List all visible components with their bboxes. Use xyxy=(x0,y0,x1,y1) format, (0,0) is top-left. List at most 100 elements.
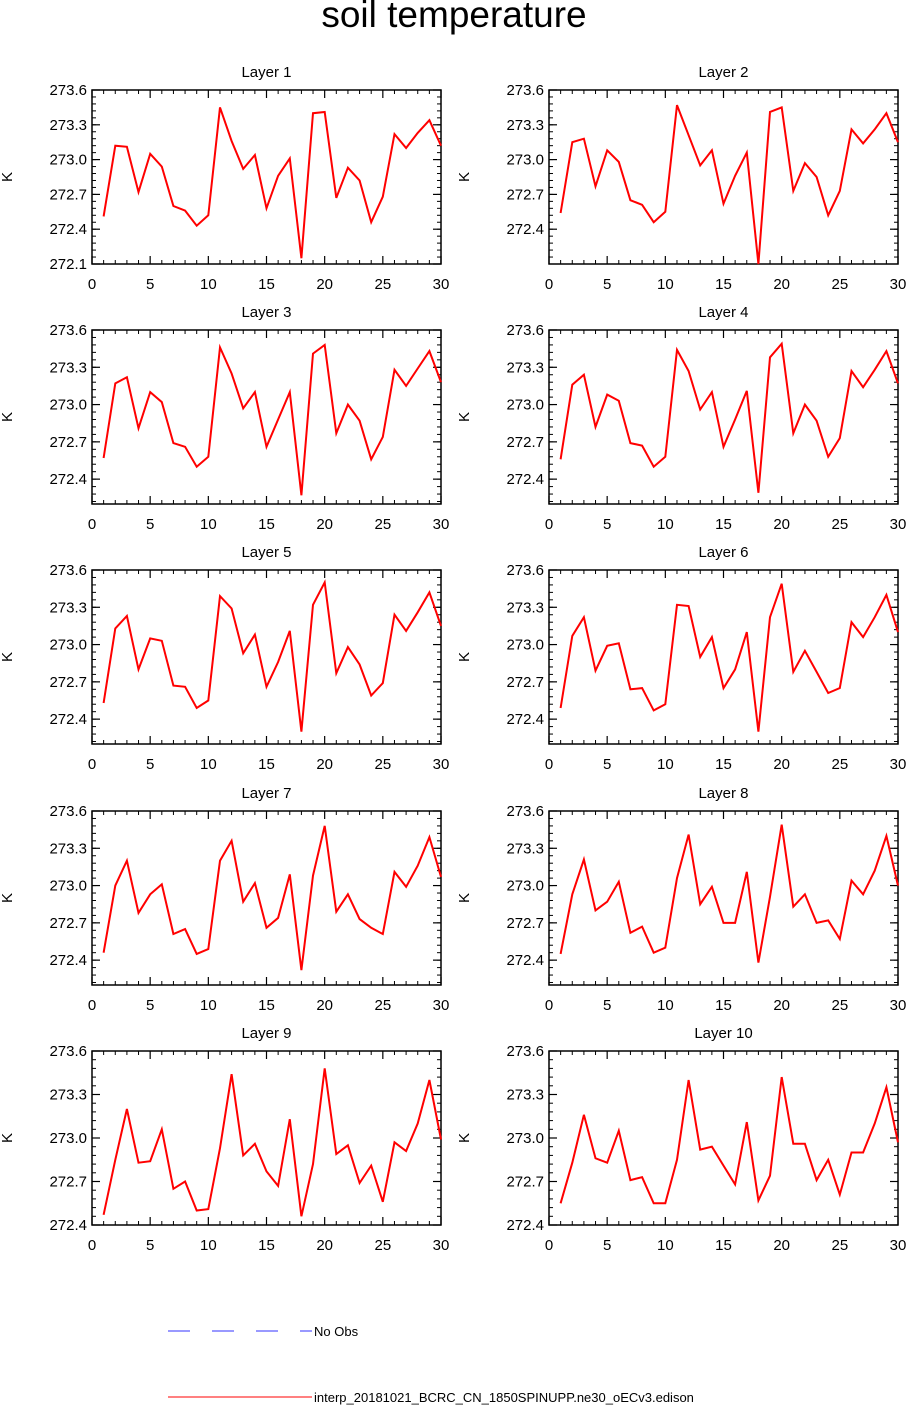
layer-6-ytick-label: 273.0 xyxy=(506,637,544,654)
layer-6-xtick-label: 20 xyxy=(773,756,790,773)
layer-1-ytick-label: 272.1 xyxy=(49,256,87,273)
layer-4-ytick-label: 273.3 xyxy=(506,359,544,376)
layer-5-xtick-label: 30 xyxy=(433,756,450,773)
layer-5-ytick-label: 272.4 xyxy=(49,711,87,728)
layer-7-xtick-label: 25 xyxy=(374,997,391,1014)
layer-6-ytick-label: 272.7 xyxy=(506,674,544,691)
layer-6-xtick-label: 10 xyxy=(657,756,674,773)
layer-2-xtick-label: 5 xyxy=(603,276,611,293)
layer-3-xtick-label: 25 xyxy=(374,516,391,533)
layer-10-xtick-label: 5 xyxy=(603,1237,611,1254)
layer-8-ytick-label: 272.4 xyxy=(506,952,544,969)
layer-3-xtick-label: 30 xyxy=(433,516,450,533)
layer-4-frame xyxy=(548,329,899,505)
layer-10-ytick-label: 272.7 xyxy=(506,1174,544,1191)
layer-10-series-line xyxy=(559,1076,899,1205)
layer-3-series-line xyxy=(102,343,442,496)
layer-5-xtick-label: 0 xyxy=(88,756,96,773)
layer-1-frame xyxy=(91,89,442,265)
legend xyxy=(168,1330,312,1398)
layer-10-xtick-label: 10 xyxy=(657,1237,674,1254)
layer-9-ytick-label: 272.4 xyxy=(49,1217,87,1234)
layer-7-ytick-label: 273.6 xyxy=(49,803,87,820)
layer-1-xtick-label: 25 xyxy=(374,276,391,293)
layer-4-ytick-label: 272.4 xyxy=(506,471,544,488)
layer-3-ylabel: K xyxy=(0,412,16,422)
layer-6-xtick-label: 5 xyxy=(603,756,611,773)
layer-6-ytick-label: 273.6 xyxy=(506,562,544,579)
layer-7-ytick-label: 273.3 xyxy=(49,840,87,857)
layer-5-series-line xyxy=(102,579,442,732)
layer-4-xtick-label: 30 xyxy=(890,516,907,533)
layer-5-xtick-label: 10 xyxy=(200,756,217,773)
layer-8-ylabel: K xyxy=(456,893,473,903)
layer-10-ytick-label: 273.6 xyxy=(506,1043,544,1060)
layer-8-ytick-label: 273.0 xyxy=(506,878,544,895)
layer-8-xtick-label: 15 xyxy=(715,997,732,1014)
layer-1-xtick-label: 15 xyxy=(258,276,275,293)
layer-10-xtick-label: 30 xyxy=(890,1237,907,1254)
layer-4-ytick-label: 272.7 xyxy=(506,434,544,451)
layer-7-xtick-label: 5 xyxy=(146,997,154,1014)
layer-2-ytick-label: 273.0 xyxy=(506,152,544,169)
layer-10-ytick-label: 273.3 xyxy=(506,1087,544,1104)
layer-3-ytick-label: 273.6 xyxy=(49,322,87,339)
layer-3-xtick-label: 20 xyxy=(316,516,333,533)
layer-9-ytick-label: 273.6 xyxy=(49,1043,87,1060)
layer-10-ytick-label: 272.4 xyxy=(506,1217,544,1234)
layer-10-xtick-label: 25 xyxy=(831,1237,848,1254)
layer-5-ytick-label: 273.6 xyxy=(49,562,87,579)
layer-8-title: Layer 8 xyxy=(698,785,748,802)
layer-4-xtick-label: 10 xyxy=(657,516,674,533)
layer-8-xtick-label: 25 xyxy=(831,997,848,1014)
layer-2-xtick-label: 0 xyxy=(545,276,553,293)
layer-1-xtick-label: 0 xyxy=(88,276,96,293)
layer-5-frame xyxy=(91,569,442,745)
layer-10-frame xyxy=(548,1050,899,1226)
layer-9-xtick-label: 5 xyxy=(146,1237,154,1254)
layer-2-xtick-label: 20 xyxy=(773,276,790,293)
layer-10-ylabel: K xyxy=(456,1133,473,1143)
layer-10-xtick-label: 20 xyxy=(773,1237,790,1254)
layer-1-title: Layer 1 xyxy=(241,64,291,81)
layer-4-xtick-label: 15 xyxy=(715,516,732,533)
layer-8-ytick-label: 273.6 xyxy=(506,803,544,820)
layer-10-xtick-label: 15 xyxy=(715,1237,732,1254)
layer-6-ylabel: K xyxy=(456,652,473,662)
layer-4-ylabel: K xyxy=(456,412,473,422)
layer-3-title: Layer 3 xyxy=(241,304,291,321)
layer-5-title: Layer 5 xyxy=(241,544,291,561)
layer-2-series-line xyxy=(559,104,899,265)
layer-1-ytick-label: 272.4 xyxy=(49,221,87,238)
layer-8-ytick-label: 273.3 xyxy=(506,840,544,857)
layer-3-xtick-label: 5 xyxy=(146,516,154,533)
layer-2-xtick-label: 30 xyxy=(890,276,907,293)
layer-6-series-line xyxy=(559,583,899,732)
layer-3-ytick-label: 273.3 xyxy=(49,359,87,376)
layer-7-ylabel: K xyxy=(0,893,16,903)
layer-4-title: Layer 4 xyxy=(698,304,748,321)
layer-6-xtick-label: 30 xyxy=(890,756,907,773)
layer-8-xtick-label: 5 xyxy=(603,997,611,1014)
layer-4-ytick-label: 273.0 xyxy=(506,397,544,414)
layer-4-xtick-label: 5 xyxy=(603,516,611,533)
layer-4-xtick-label: 25 xyxy=(831,516,848,533)
layer-3-ytick-label: 273.0 xyxy=(49,397,87,414)
layer-2-ytick-label: 273.3 xyxy=(506,117,544,134)
layer-1-ytick-label: 273.3 xyxy=(49,117,87,134)
layer-6-title: Layer 6 xyxy=(698,544,748,561)
layer-9-ylabel: K xyxy=(0,1133,16,1143)
layer-1-xtick-label: 20 xyxy=(316,276,333,293)
layer-2-ytick-label: 272.4 xyxy=(506,221,544,238)
layer-10-title: Layer 10 xyxy=(694,1025,752,1042)
layer-8-xtick-label: 0 xyxy=(545,997,553,1014)
layer-7-xtick-label: 20 xyxy=(316,997,333,1014)
layer-5-ytick-label: 273.0 xyxy=(49,637,87,654)
layer-1-ytick-label: 273.6 xyxy=(49,82,87,99)
layer-7-title: Layer 7 xyxy=(241,785,291,802)
layer-8-ytick-label: 272.7 xyxy=(506,915,544,932)
layer-7-ytick-label: 272.4 xyxy=(49,952,87,969)
layer-7-xtick-label: 30 xyxy=(433,997,450,1014)
layer-3-xtick-label: 0 xyxy=(88,516,96,533)
layer-1-ytick-label: 273.0 xyxy=(49,152,87,169)
